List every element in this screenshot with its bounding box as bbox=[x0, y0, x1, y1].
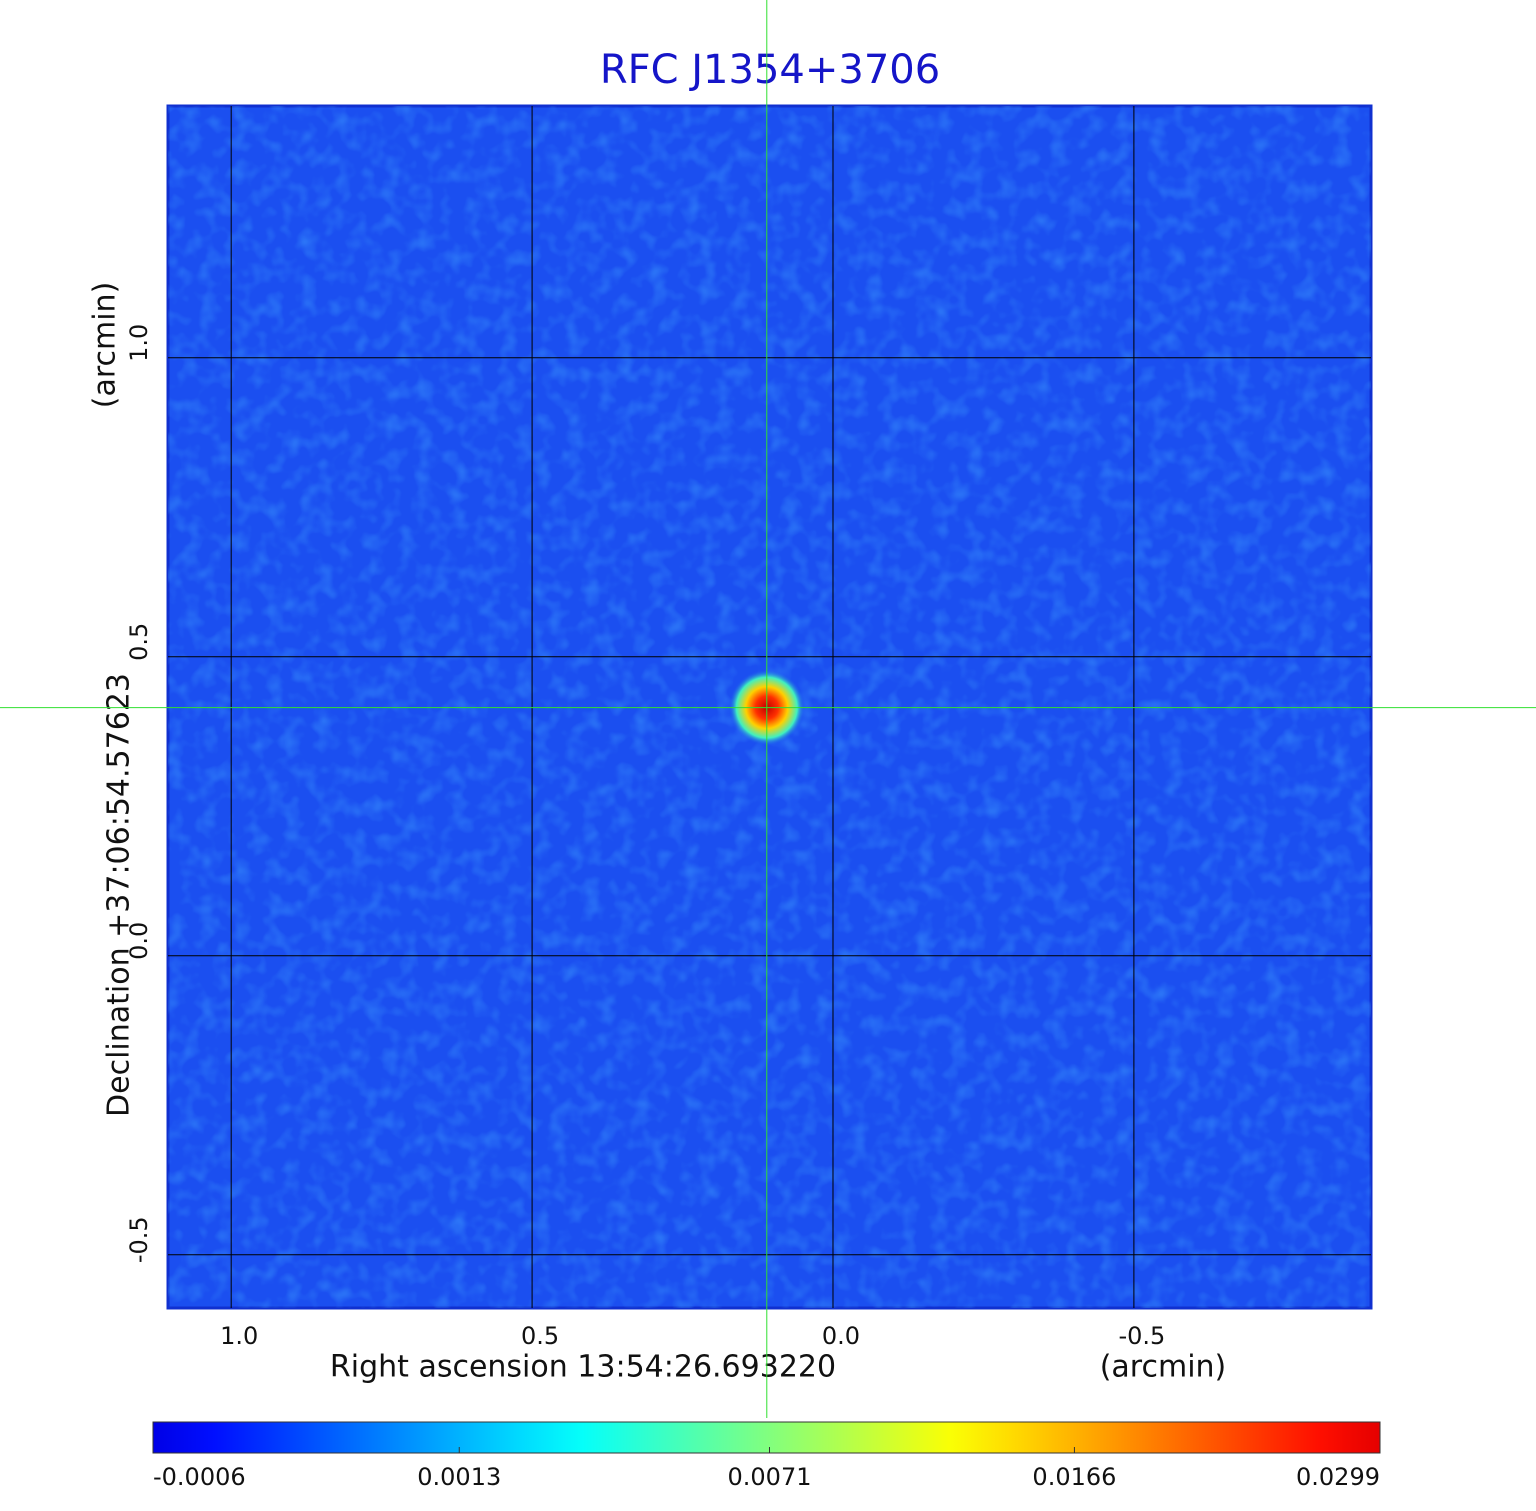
y-axis-label: Declination +37:06:54.57623 bbox=[102, 673, 137, 1117]
colorbar-tick-label: -0.0006 bbox=[153, 1463, 246, 1491]
colorbar-tick-label: 0.0166 bbox=[1032, 1463, 1116, 1491]
chart-title: RFC J1354+3706 bbox=[600, 47, 940, 93]
y-tick-label: 0.5 bbox=[125, 623, 153, 661]
x-tick-label: 0.5 bbox=[521, 1322, 559, 1350]
y-unit: (arcmin) bbox=[88, 282, 123, 409]
x-tick-label: 1.0 bbox=[220, 1322, 258, 1350]
colorbar-tick-label: 0.0071 bbox=[728, 1463, 812, 1491]
x-unit: (arcmin) bbox=[1100, 1350, 1227, 1385]
y-tick-label: 1.0 bbox=[125, 324, 153, 362]
colorbar bbox=[152, 1421, 1381, 1454]
x-tick-label: -0.5 bbox=[1118, 1322, 1165, 1350]
x-tick-label: 0.0 bbox=[822, 1322, 860, 1350]
colorbar-tick-label: 0.0013 bbox=[417, 1463, 501, 1491]
colorbar-tick-label: 0.0299 bbox=[1296, 1463, 1380, 1491]
x-axis-label: Right ascension 13:54:26.693220 bbox=[330, 1350, 836, 1385]
y-tick-label: 0.0 bbox=[125, 922, 153, 960]
y-tick-label: -0.5 bbox=[125, 1216, 153, 1263]
